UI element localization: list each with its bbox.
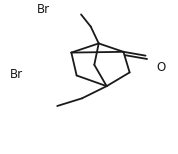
Text: O: O bbox=[156, 61, 165, 74]
Text: Br: Br bbox=[37, 3, 50, 16]
Text: Br: Br bbox=[10, 68, 23, 81]
